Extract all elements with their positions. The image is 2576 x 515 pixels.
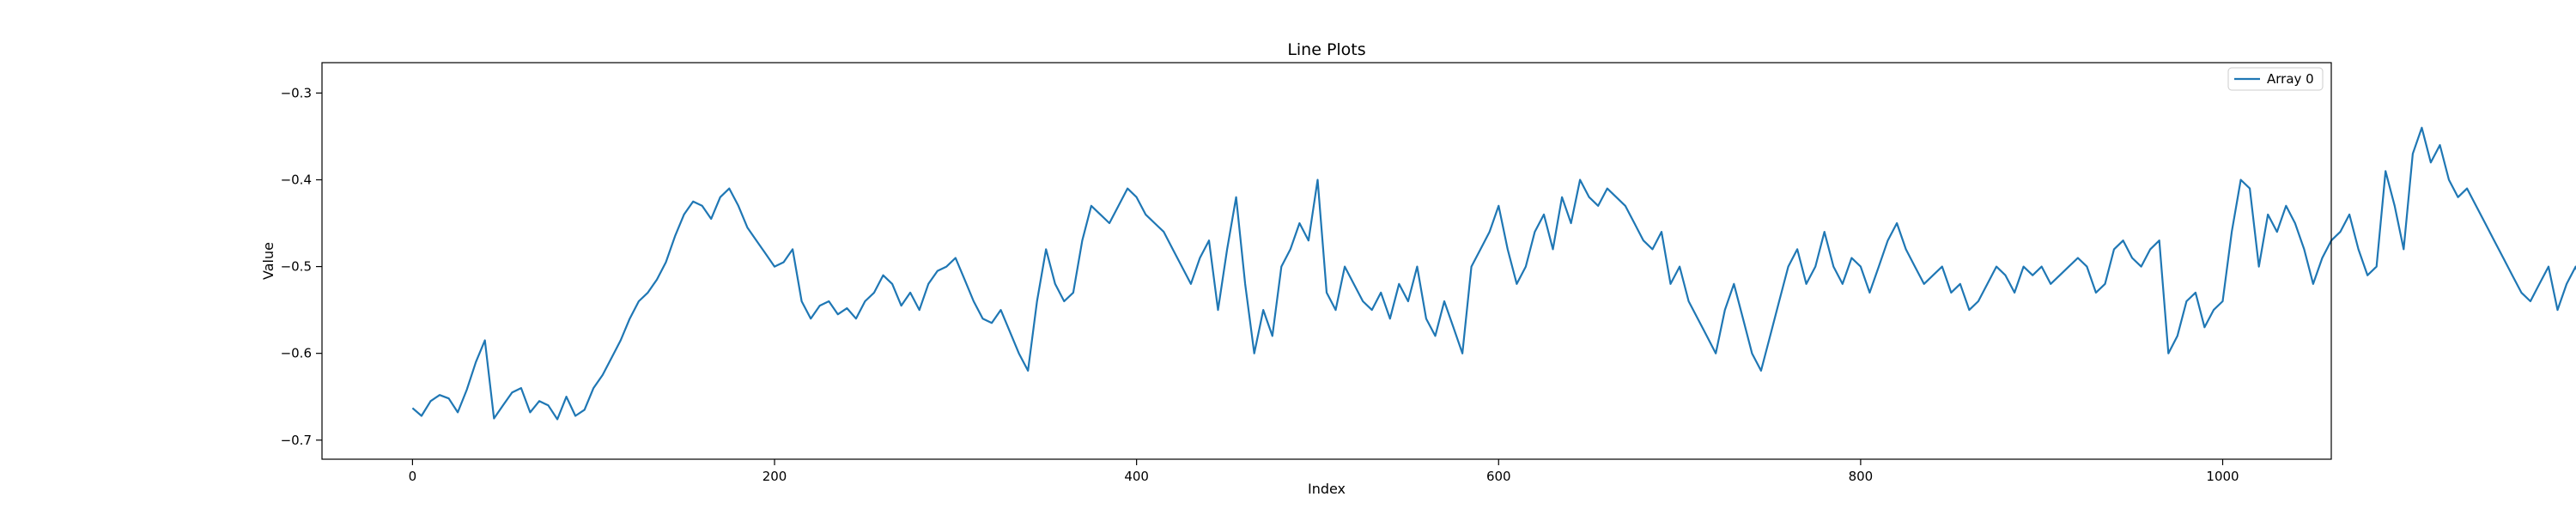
y-tick-label: −0.7 xyxy=(281,433,312,448)
x-tick-label: 1000 xyxy=(2206,469,2239,484)
y-axis-label: Value xyxy=(260,242,276,280)
chart-title: Line Plots xyxy=(1287,40,1365,59)
legend-box xyxy=(2227,67,2324,91)
y-tick-label: −0.3 xyxy=(281,85,312,100)
y-tick-label: −0.6 xyxy=(281,346,312,361)
plot-frame xyxy=(321,62,2332,460)
x-tick-label: 0 xyxy=(409,469,417,484)
x-axis-label: Index xyxy=(1308,481,1346,497)
legend: Array 0 xyxy=(2227,67,2324,91)
x-tick-label: 400 xyxy=(1124,469,1149,484)
y-axis-ticks: −0.7 −0.6 −0.5 −0.4 −0.3 xyxy=(281,85,322,448)
series-line-0 xyxy=(411,126,2576,421)
series-layer xyxy=(411,126,2576,421)
x-axis-ticks: 0 200 400 600 800 1000 xyxy=(409,459,2239,484)
x-tick-label: 800 xyxy=(1849,469,1874,484)
y-tick-label: −0.5 xyxy=(281,259,312,275)
x-tick-label: 600 xyxy=(1486,469,1511,484)
legend-label: Array 0 xyxy=(2267,71,2314,87)
y-tick-label: −0.4 xyxy=(281,172,312,187)
x-tick-label: 200 xyxy=(762,469,787,484)
